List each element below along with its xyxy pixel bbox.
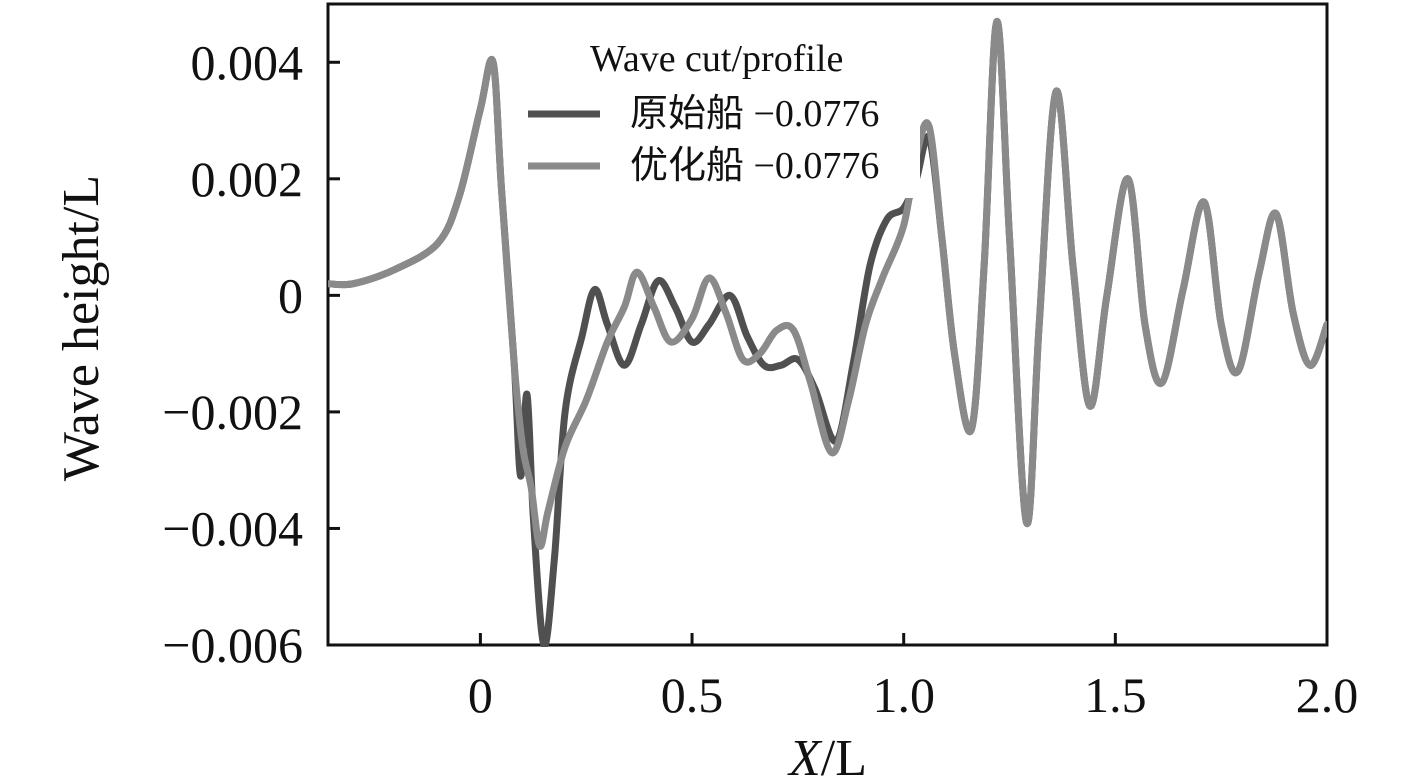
y-tick-label: −0.002	[162, 384, 303, 440]
x-tick-label: 0	[468, 667, 493, 723]
y-axis-title: Wave height/L	[53, 175, 110, 481]
y-tick-label: 0.004	[191, 34, 304, 90]
y-tick-label: −0.006	[162, 617, 303, 673]
x-tick-label: 2.0	[1296, 667, 1359, 723]
plot-area: 0 0.5 1.0 1.5 2.0 0.004 0.002 0 −0.002 −0.004 −0.…	[162, 2, 1358, 723]
legend-title: Wave cut/profile	[590, 38, 843, 80]
legend-label-original: 原始船 −0.0776	[630, 93, 879, 135]
legend: Wave cut/profile 原始船 −0.0776 优化船 −0.0776	[520, 30, 920, 198]
y-tick-label: 0.002	[191, 151, 304, 207]
y-axis-ticks: 0.004 0.002 0 −0.002 −0.004 −0.006	[162, 34, 340, 673]
x-axis-ticks: 0 0.5 1.0 1.5 2.0	[468, 633, 1358, 723]
x-tick-label: 1.0	[872, 667, 935, 723]
x-axis-title-unit: /L	[821, 730, 867, 784]
y-tick-label: −0.004	[162, 500, 303, 556]
x-axis-title-variable: X	[787, 730, 823, 784]
x-tick-label: 1.5	[1084, 667, 1147, 723]
y-tick-label: 0	[278, 267, 303, 323]
x-axis-title: X/L	[787, 730, 867, 784]
legend-label-optimized: 优化船 −0.0776	[630, 145, 879, 187]
x-tick-label: 0.5	[661, 667, 724, 723]
